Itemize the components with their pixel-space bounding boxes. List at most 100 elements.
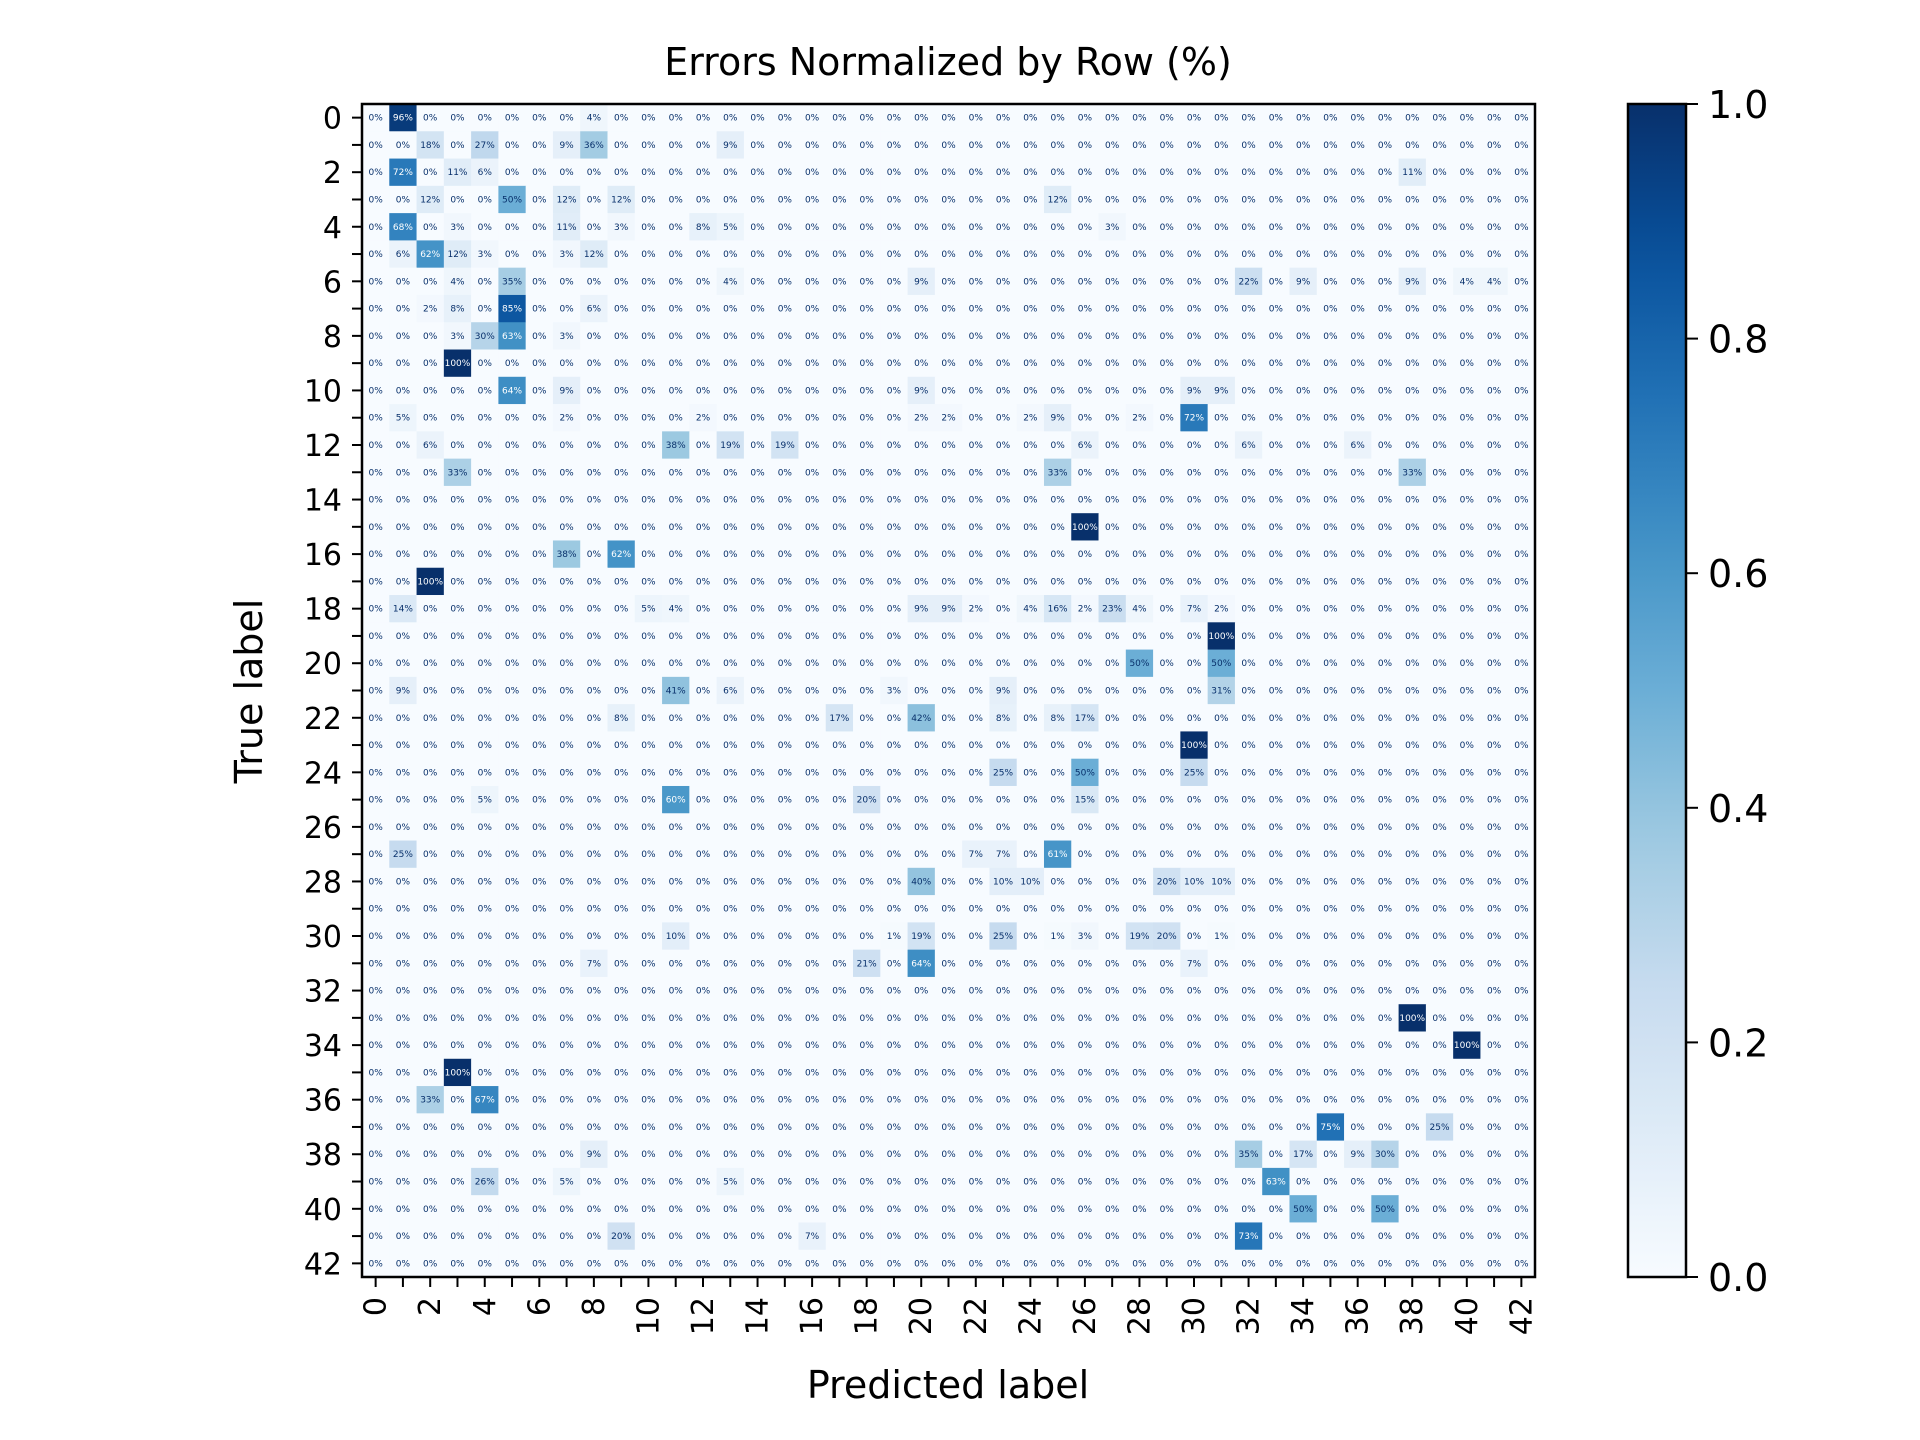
heatmap-cell — [771, 267, 799, 296]
heatmap-cell-label: 0% — [1323, 1232, 1338, 1242]
x-tick-label: 12 — [686, 1297, 721, 1335]
heatmap-cell-label: 0% — [914, 141, 929, 151]
heatmap-cell-label: 0% — [996, 141, 1011, 151]
heatmap-cell-label: 0% — [1132, 468, 1147, 478]
heatmap-cell-label: 0% — [887, 441, 902, 451]
heatmap-cell-label: 0% — [860, 1014, 875, 1024]
heatmap-cell-label: 0% — [1132, 905, 1147, 915]
heatmap-cell-label: 10% — [993, 877, 1013, 887]
heatmap-cell-label: 0% — [1187, 714, 1202, 724]
heatmap-cell — [743, 240, 772, 269]
heatmap-cell-label: 0% — [396, 796, 411, 806]
heatmap-cell-label: 0% — [641, 932, 656, 942]
heatmap-cell-label: 0% — [1241, 877, 1256, 887]
heatmap-cell-label: 0% — [1323, 250, 1338, 260]
heatmap-cell-label: 0% — [1460, 223, 1475, 233]
heatmap-cell — [1316, 322, 1345, 350]
heatmap-cell-label: 20% — [1157, 932, 1177, 942]
heatmap-cell — [1398, 131, 1427, 159]
heatmap-cell — [498, 104, 527, 132]
heatmap-cell-label: 0% — [1132, 1068, 1147, 1078]
heatmap-cell-label: 0% — [532, 1014, 547, 1024]
heatmap-cell — [1071, 267, 1099, 296]
heatmap-cell-label: 0% — [669, 305, 684, 315]
heatmap-cell-label: 0% — [1351, 577, 1366, 587]
heatmap-cell-label: 0% — [368, 877, 383, 887]
heatmap-cell-label: 0% — [805, 523, 820, 533]
heatmap-cell-label: 0% — [778, 741, 793, 751]
heatmap-cell — [1316, 185, 1345, 214]
heatmap-cell-label: 0% — [505, 1150, 520, 1160]
heatmap-cell-label: 0% — [1460, 359, 1475, 369]
heatmap-cell — [1398, 322, 1427, 350]
heatmap-cell-label: 0% — [1487, 605, 1502, 615]
heatmap-cell — [1153, 158, 1181, 187]
heatmap-cell — [498, 349, 527, 378]
heatmap-cell-label: 0% — [1378, 605, 1393, 615]
heatmap-cell-label: 0% — [614, 441, 629, 451]
heatmap-cell-label: 0% — [1241, 768, 1256, 778]
heatmap-cell-label: 0% — [1105, 1259, 1120, 1269]
heatmap-cell-label: 0% — [1487, 850, 1502, 860]
heatmap-cell-label: 0% — [996, 332, 1011, 342]
heatmap-cell-label: 0% — [641, 1178, 656, 1188]
heatmap-cell-label: 0% — [1132, 1178, 1147, 1188]
heatmap-cell — [389, 185, 417, 214]
heatmap-cell-label: 0% — [396, 1068, 411, 1078]
heatmap-cell-label: 0% — [559, 1259, 574, 1269]
heatmap-cell-label: 0% — [914, 1178, 929, 1188]
heatmap-cell — [1480, 185, 1509, 214]
heatmap-cell-label: 0% — [1296, 141, 1311, 151]
heatmap-cell-label: 25% — [1430, 1123, 1450, 1133]
heatmap-cell-label: 0% — [750, 1041, 765, 1051]
heatmap-cell-label: 0% — [1378, 195, 1393, 205]
heatmap-cell-label: 0% — [1160, 1205, 1175, 1215]
heatmap-cell-label: 0% — [1432, 332, 1447, 342]
heatmap-cell — [1125, 431, 1154, 460]
heatmap-cell-label: 0% — [532, 277, 547, 287]
heatmap-cell-label: 0% — [1487, 987, 1502, 997]
heatmap-cell — [662, 131, 690, 159]
heatmap-cell-label: 0% — [914, 305, 929, 315]
heatmap-cell-label: 0% — [750, 659, 765, 669]
heatmap-cell-label: 2% — [941, 414, 956, 424]
heatmap-cell-label: 0% — [641, 1096, 656, 1106]
heatmap-cell-label: 0% — [1296, 386, 1311, 396]
heatmap-cell-label: 0% — [996, 468, 1011, 478]
heatmap-cell-label: 0% — [832, 932, 847, 942]
heatmap-cell — [1098, 404, 1127, 432]
heatmap-cell — [1480, 376, 1509, 405]
heatmap-cell-label: 0% — [1160, 632, 1175, 642]
heatmap-cell-label: 0% — [887, 659, 902, 669]
heatmap-cell-label: 0% — [669, 987, 684, 997]
heatmap-cell — [1071, 213, 1099, 241]
heatmap-cell-label: 0% — [423, 168, 438, 178]
heatmap-cell — [934, 349, 963, 378]
heatmap-cell-label: 0% — [1351, 1068, 1366, 1078]
heatmap-cell — [1480, 104, 1509, 132]
heatmap-cell — [552, 185, 581, 214]
heatmap-cell-label: 0% — [1160, 1232, 1175, 1242]
heatmap-cell-label: 0% — [1241, 496, 1256, 506]
heatmap-cell — [743, 267, 772, 296]
heatmap-cell — [1425, 349, 1454, 378]
heatmap-cell-label: 0% — [1269, 468, 1284, 478]
heatmap-cell-label: 0% — [559, 359, 574, 369]
heatmap-cell-label: 0% — [1023, 632, 1038, 642]
heatmap-cell-label: 0% — [396, 768, 411, 778]
heatmap-cell-label: 0% — [396, 1259, 411, 1269]
heatmap-cell-label: 0% — [1078, 1041, 1093, 1051]
heatmap-cell-label: 0% — [1460, 414, 1475, 424]
heatmap-cell-label: 0% — [750, 932, 765, 942]
heatmap-cell-label: 0% — [1241, 305, 1256, 315]
heatmap-cell-label: 12% — [1048, 195, 1068, 205]
heatmap-cell-label: 0% — [778, 905, 793, 915]
heatmap-cell-label: 0% — [1323, 577, 1338, 587]
heatmap-cell-label: 0% — [1187, 141, 1202, 151]
heatmap-cell-label: 0% — [505, 1068, 520, 1078]
heatmap-cell-label: 0% — [1323, 1068, 1338, 1078]
heatmap-cell-label: 0% — [723, 1150, 738, 1160]
heatmap-cell-label: 0% — [1487, 714, 1502, 724]
heatmap-cell-label: 1% — [887, 932, 902, 942]
heatmap-cell-label: 0% — [1187, 577, 1202, 587]
